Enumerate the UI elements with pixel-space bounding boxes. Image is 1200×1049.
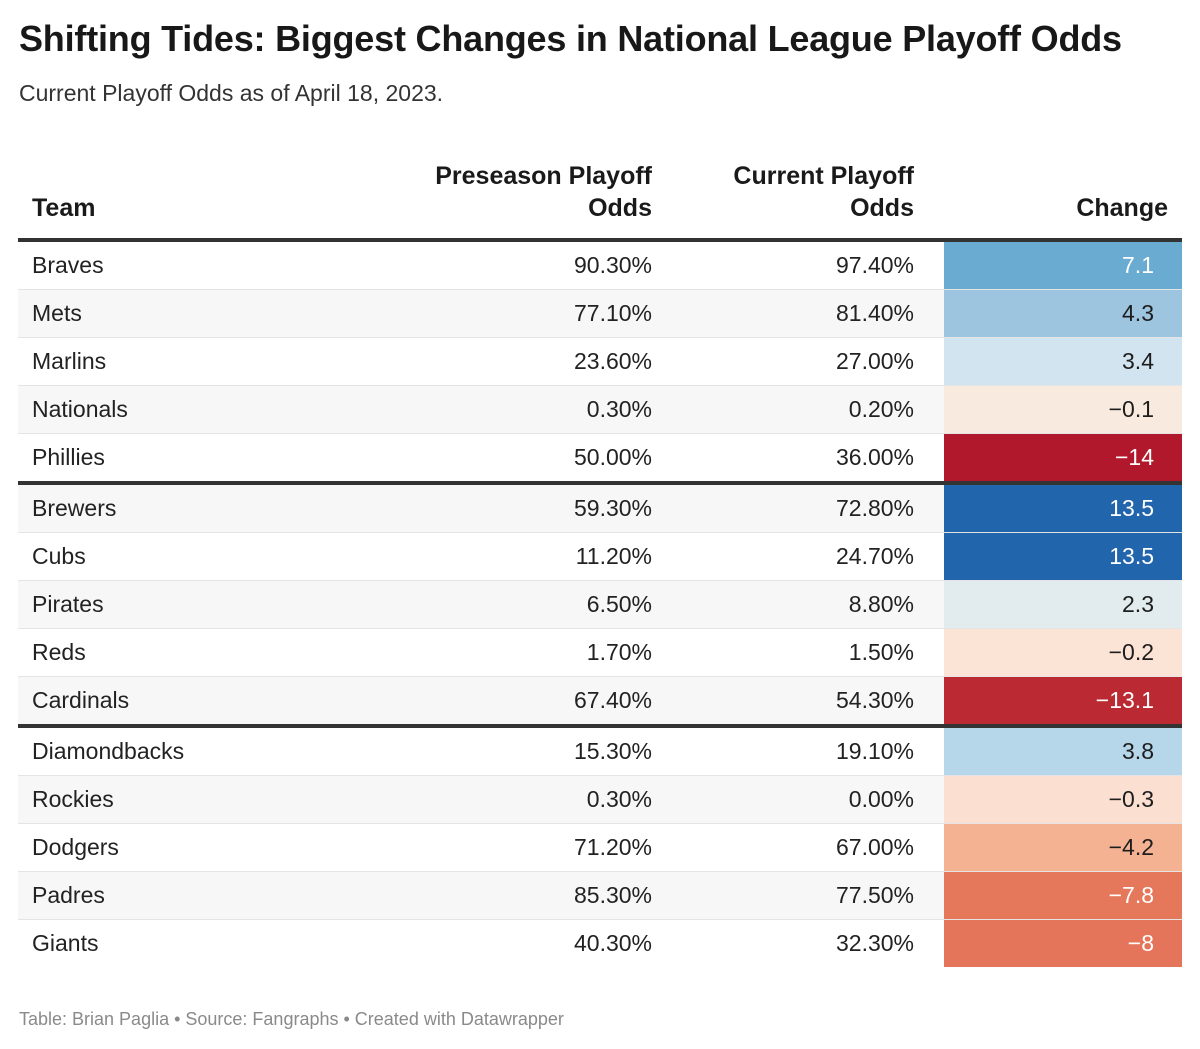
table-row: Mets 77.10% 81.40% 4.3 (18, 289, 1182, 337)
change-value: 4.3 (944, 290, 1182, 337)
preseason-odds: 1.70% (586, 639, 652, 665)
change-value: 13.5 (944, 533, 1182, 580)
odds-table: Team Preseason Playoff Odds Current Playo… (18, 150, 1182, 967)
table-row: Padres 85.30% 77.50% −7.8 (18, 871, 1182, 919)
preseason-odds: 71.20% (573, 834, 652, 860)
team-name: Braves (32, 252, 104, 278)
change-value: 2.3 (944, 581, 1182, 628)
table-body: Braves 90.30% 97.40% 7.1 Mets 77.10% 81.40% 4.3… (18, 242, 1182, 967)
current-odds: 81.40% (835, 300, 914, 326)
team-name: Cardinals (32, 687, 130, 713)
table-row: Nationals 0.30% 0.20% −0.1 (18, 385, 1182, 433)
current-odds: 0.00% (848, 786, 914, 812)
current-odds: 54.30% (835, 687, 914, 713)
table-row: Cardinals 67.40% 54.30% −13.1 (18, 676, 1182, 724)
preseason-odds: 67.40% (573, 687, 652, 713)
change-value: −0.1 (944, 386, 1182, 433)
team-name: Padres (32, 882, 105, 908)
current-odds: 1.50% (848, 639, 914, 665)
preseason-odds: 0.30% (586, 786, 652, 812)
change-value: −0.2 (944, 629, 1182, 676)
preseason-odds: 50.00% (573, 444, 652, 470)
team-name: Mets (32, 300, 82, 326)
current-odds: 77.50% (835, 882, 914, 908)
preseason-odds: 15.30% (573, 738, 652, 764)
current-odds: 67.00% (835, 834, 914, 860)
team-name: Marlins (32, 348, 107, 374)
footer-credits: Table: Brian Paglia • Source: Fangraphs … (19, 1009, 564, 1029)
team-name: Rockies (32, 786, 114, 812)
table-row: Giants 40.30% 32.30% −8 (18, 919, 1182, 967)
team-name: Phillies (32, 444, 105, 470)
team-name: Dodgers (32, 834, 119, 860)
change-value: −0.3 (944, 776, 1182, 823)
current-odds: 97.40% (835, 252, 914, 278)
change-value: −13.1 (944, 677, 1182, 724)
column-header-current: Current Playoff Odds (733, 162, 914, 222)
preseason-odds: 6.50% (586, 591, 652, 617)
team-name: Brewers (32, 495, 117, 521)
preseason-odds: 11.20% (575, 543, 652, 569)
column-header-team: Team (32, 194, 96, 222)
table-row: Rockies 0.30% 0.00% −0.3 (18, 775, 1182, 823)
table-row: Diamondbacks 15.30% 19.10% 3.8 (18, 724, 1182, 775)
preseason-odds: 90.30% (573, 252, 652, 278)
team-name: Cubs (32, 543, 86, 569)
team-name: Nationals (32, 396, 128, 422)
change-value: −7.8 (944, 872, 1182, 919)
current-odds: 0.20% (848, 396, 914, 422)
preseason-odds: 59.30% (573, 495, 652, 521)
change-value: −4.2 (944, 824, 1182, 871)
current-odds: 24.70% (835, 543, 914, 569)
current-odds: 19.10% (835, 738, 914, 764)
table-row: Pirates 6.50% 8.80% 2.3 (18, 580, 1182, 628)
preseason-odds: 0.30% (586, 396, 652, 422)
table-row: Brewers 59.30% 72.80% 13.5 (18, 481, 1182, 532)
table-row: Marlins 23.60% 27.00% 3.4 (18, 337, 1182, 385)
current-odds: 8.80% (848, 591, 914, 617)
current-odds: 36.00% (835, 444, 914, 470)
current-odds: 32.30% (835, 930, 914, 956)
change-value: 3.4 (944, 338, 1182, 385)
table-row: Braves 90.30% 97.40% 7.1 (18, 242, 1182, 289)
table-row: Reds 1.70% 1.50% −0.2 (18, 628, 1182, 676)
table-row: Phillies 50.00% 36.00% −14 (18, 433, 1182, 481)
team-name: Diamondbacks (32, 738, 185, 764)
table-row: Dodgers 71.20% 67.00% −4.2 (18, 823, 1182, 871)
current-odds: 27.00% (835, 348, 914, 374)
change-value: −8 (944, 920, 1182, 967)
change-value: −14 (944, 434, 1182, 481)
change-value: 3.8 (944, 728, 1182, 775)
table-row: Cubs 11.20% 24.70% 13.5 (18, 532, 1182, 580)
preseason-odds: 85.30% (573, 882, 652, 908)
column-header-preseason: Preseason Playoff Odds (435, 162, 652, 222)
current-odds: 72.80% (835, 495, 914, 521)
chart-subtitle: Current Playoff Odds as of April 18, 202… (19, 80, 444, 106)
team-name: Giants (32, 930, 99, 956)
change-value: 13.5 (944, 485, 1182, 532)
preseason-odds: 23.60% (573, 348, 652, 374)
team-name: Reds (32, 639, 86, 665)
preseason-odds: 40.30% (573, 930, 652, 956)
column-header-change: Change (1076, 194, 1168, 222)
team-name: Pirates (32, 591, 104, 617)
change-value: 7.1 (944, 242, 1182, 289)
preseason-odds: 77.10% (573, 300, 652, 326)
table-header: Team Preseason Playoff Odds Current Playo… (18, 150, 1182, 242)
chart-title: Shifting Tides: Biggest Changes in Natio… (19, 18, 1122, 59)
